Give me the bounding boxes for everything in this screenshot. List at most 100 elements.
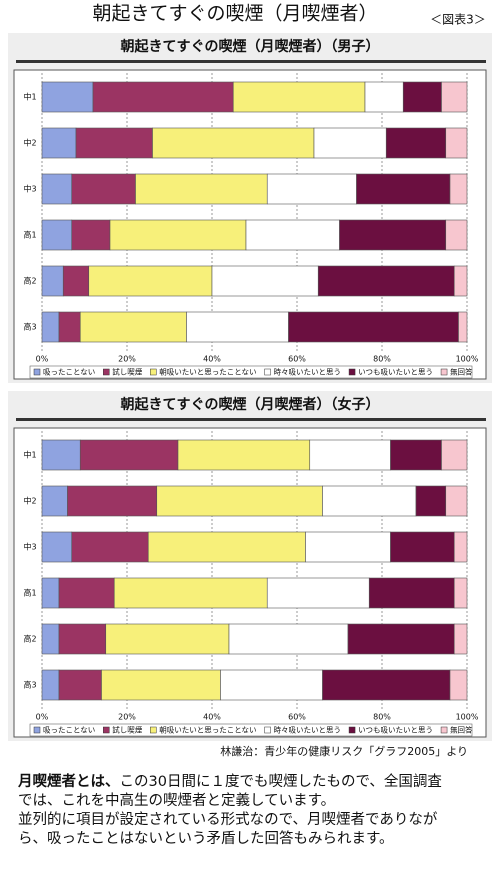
y-tick-label: 中3 <box>23 542 36 552</box>
legend-swatch <box>103 368 110 376</box>
bar-segment <box>41 173 73 205</box>
bar-segment <box>41 577 60 609</box>
bar-segment <box>41 81 94 113</box>
bar-segment <box>322 669 451 701</box>
bar-segment <box>62 265 90 297</box>
bar-segment <box>347 623 455 655</box>
y-tick-label: 高1 <box>23 230 36 240</box>
bar-segment <box>71 531 149 563</box>
bar-segment <box>449 669 468 701</box>
bar-segment <box>245 219 340 251</box>
bar-segment <box>220 669 323 701</box>
legend-swatch <box>440 368 448 376</box>
legend-label: いつも吸いたいと思う <box>358 368 433 377</box>
bar-segment <box>317 265 455 297</box>
y-tick-label: 高3 <box>23 322 36 332</box>
bar-segment <box>177 439 311 471</box>
bar-segment <box>445 485 468 517</box>
bar-segment <box>88 265 213 297</box>
bar-segment <box>449 173 468 205</box>
legend-box <box>29 365 473 379</box>
legend-swatch <box>150 368 157 376</box>
bar-segment <box>445 219 468 251</box>
bar-segment <box>41 669 60 701</box>
bar-segment <box>71 219 111 251</box>
bar-segment <box>92 81 234 113</box>
bar-segment <box>402 81 442 113</box>
legend-label: 吸ったことない <box>43 726 95 735</box>
bar-segment <box>415 485 447 517</box>
bar-segment <box>41 311 60 343</box>
bar-segment <box>313 127 387 159</box>
chart-title: 朝起きてすぐの喫煙（月喫煙者）（男子） <box>121 38 380 55</box>
bar-segment <box>390 439 442 471</box>
legend-label: 朝吸いたいと思ったことない <box>159 726 256 735</box>
bar-segment <box>71 173 136 205</box>
legend-label: 吸ったことない <box>43 368 95 377</box>
bar-segment <box>211 265 319 297</box>
note-line: ら、吸ったことはないという矛盾した回答もみられます。 <box>18 830 394 847</box>
legend-swatch <box>33 368 41 376</box>
bar-segment <box>385 127 447 159</box>
bar-segment <box>305 531 391 563</box>
x-tick-label: 0% <box>36 355 49 364</box>
bar-segment <box>228 623 349 655</box>
legend-label: いつも吸いたいと思う <box>358 726 433 735</box>
bar-segment <box>390 531 455 563</box>
bar-segment <box>458 311 468 343</box>
x-tick-label: 20% <box>118 355 136 364</box>
bar-segment <box>453 623 468 655</box>
bar-segment <box>41 531 73 563</box>
x-tick-label: 40% <box>203 713 221 722</box>
bar-segment <box>79 439 179 471</box>
bar-segment <box>58 623 107 655</box>
bar-segment <box>79 311 187 343</box>
y-tick-label: 中2 <box>23 138 36 148</box>
note-term: 月喫煙者とは、 <box>17 772 120 790</box>
legend-swatch <box>348 726 356 734</box>
y-tick-label: 中3 <box>23 184 36 194</box>
x-tick-label: 60% <box>288 355 306 364</box>
legend-box <box>29 723 473 737</box>
note-line: では、これを中高生の喫煙者と定義しています。 <box>18 792 335 809</box>
note-text: この30日間に１度でも喫煙したもので、全国調査 <box>120 772 442 790</box>
bar-segment <box>453 531 468 563</box>
bar-segment <box>67 485 158 517</box>
source: 林謙治：青少年の健康リスク「グラフ2005」より <box>220 744 468 758</box>
bar-segment <box>135 173 268 205</box>
title-rule <box>16 418 486 421</box>
x-tick-label: 0% <box>36 713 49 722</box>
x-tick-label: 100% <box>456 713 479 722</box>
bar-segment <box>453 577 468 609</box>
bar-segment <box>186 311 289 343</box>
x-tick-label: 80% <box>373 355 391 364</box>
bar-segment <box>441 81 468 113</box>
x-tick-label: 80% <box>373 713 391 722</box>
page-title: 朝起きてすぐの喫煙（月喫煙者） <box>92 3 377 25</box>
bar-segment <box>109 219 247 251</box>
bar-segment <box>364 81 404 113</box>
legend-label: 時々吸いたいと思う <box>274 726 342 735</box>
y-tick-label: 中1 <box>23 92 36 102</box>
y-tick-label: 中1 <box>23 450 36 460</box>
y-tick-label: 高2 <box>23 276 36 286</box>
legend-swatch <box>103 726 110 734</box>
chart-title: 朝起きてすぐの喫煙（月喫煙者）（女子） <box>121 396 380 413</box>
bar-segment <box>232 81 366 113</box>
bar-segment <box>322 485 417 517</box>
legend-label: 朝吸いたいと思ったことない <box>159 368 256 377</box>
bar-segment <box>445 127 468 159</box>
bar-segment <box>105 623 230 655</box>
bar-segment <box>58 311 81 343</box>
x-tick-label: 60% <box>288 713 306 722</box>
legend-label: 試し喫煙 <box>112 367 142 377</box>
bar-segment <box>58 669 102 701</box>
bar-segment <box>266 577 370 609</box>
bar-segment <box>75 127 153 159</box>
legend-swatch <box>264 368 271 376</box>
bar-segment <box>152 127 315 159</box>
y-tick-label: 高1 <box>23 588 36 598</box>
y-tick-label: 高3 <box>23 680 36 690</box>
bar-segment <box>58 577 115 609</box>
